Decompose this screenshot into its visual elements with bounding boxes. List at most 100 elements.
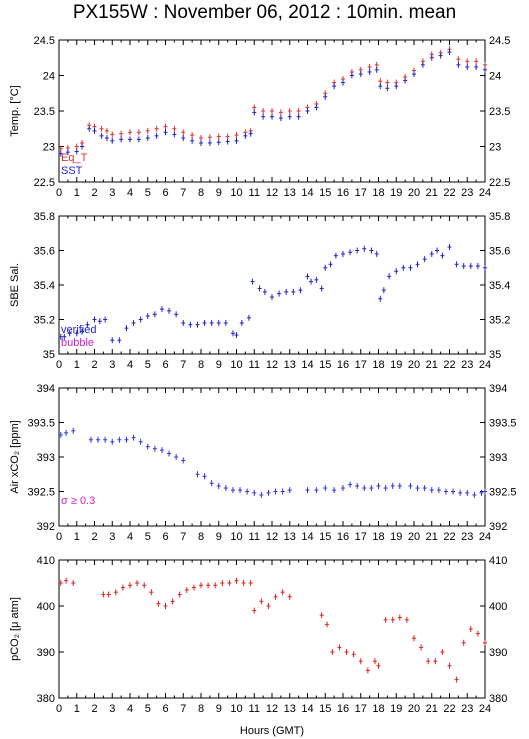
x-tick-label: 17	[355, 531, 367, 543]
x-tick-label: 15	[319, 359, 331, 371]
x-tick-label: 5	[145, 531, 151, 543]
x-tick-label: 1	[74, 703, 80, 715]
x-tick-label: 18	[372, 703, 384, 715]
x-tick-label: 17	[355, 187, 367, 199]
sigma-annotation: σ ≥ 0.3	[61, 495, 95, 507]
x-tick-label: 11	[249, 703, 260, 715]
y-tick-label-right: 24	[489, 71, 501, 83]
y-tick-label-right: 392.5	[489, 487, 517, 499]
y-tick-label: 35.4	[34, 280, 55, 292]
x-tick-label: 0	[56, 531, 62, 543]
y-tick-label-right: 23	[489, 142, 501, 154]
x-tick-label: 22	[443, 359, 455, 371]
x-tick-label: 14	[301, 359, 313, 371]
legend-entry: SST	[61, 165, 83, 177]
x-tick-label: 21	[426, 703, 438, 715]
x-tick-label: 16	[337, 531, 349, 543]
plot-frame-2	[58, 387, 486, 527]
x-tick-label: 18	[372, 531, 384, 543]
x-tick-label: 1	[74, 359, 80, 371]
legend-entry: verified	[61, 324, 96, 336]
x-tick-label: 0	[56, 703, 62, 715]
x-tick-label: 9	[216, 703, 222, 715]
y-tick-label: 24	[43, 71, 55, 83]
x-tick-label: 4	[127, 531, 133, 543]
x-tick-label: 13	[284, 531, 296, 543]
x-tick-label: 7	[180, 703, 186, 715]
x-tick-label: 5	[145, 703, 151, 715]
x-tick-label: 9	[216, 359, 222, 371]
x-tick-label: 6	[162, 187, 168, 199]
x-tick-label: 18	[372, 359, 384, 371]
x-tick-label: 16	[337, 359, 349, 371]
x-tick-label: 7	[180, 187, 186, 199]
x-tick-label: 20	[408, 531, 420, 543]
y-tick-label-right: 35	[489, 349, 501, 361]
x-tick-label: 22	[443, 703, 455, 715]
x-tick-label: 17	[355, 703, 367, 715]
x-tick-label: 20	[408, 703, 420, 715]
y-tick-label-right: 35.6	[489, 246, 510, 258]
x-tick-label: 23	[461, 703, 473, 715]
y-tick-label: 380	[37, 693, 55, 705]
x-tick-label: 2	[91, 187, 97, 199]
x-tick-label: 19	[390, 359, 402, 371]
x-tick-label: 2	[91, 703, 97, 715]
x-tick-label: 9	[216, 531, 222, 543]
x-tick-label: 10	[230, 531, 242, 543]
y-tick-label-right: 393.5	[489, 418, 517, 430]
x-tick-label: 6	[162, 359, 168, 371]
y-tick-label: 23.5	[34, 106, 55, 118]
x-tick-label: 22	[443, 531, 455, 543]
x-tick-label: 10	[230, 703, 242, 715]
y-axis-label: pCO₂ [μ atm]	[9, 597, 21, 661]
x-tick-label: 4	[127, 703, 133, 715]
x-tick-label: 16	[337, 187, 349, 199]
x-tick-label: 17	[355, 359, 367, 371]
y-tick-label: 410	[37, 555, 55, 567]
x-tick-label: 6	[162, 703, 168, 715]
x-tick-label: 7	[180, 359, 186, 371]
x-tick-label: 2	[91, 531, 97, 543]
y-tick-label: 400	[37, 601, 55, 613]
x-tick-label: 12	[266, 703, 278, 715]
y-tick-label: 23	[43, 142, 55, 154]
y-axis-label: Temp. [°C]	[9, 85, 21, 136]
y-tick-label-right: 24.5	[489, 35, 510, 47]
x-tick-label: 22	[443, 187, 455, 199]
y-tick-label: 22.5	[34, 177, 55, 189]
x-tick-label: 13	[284, 703, 296, 715]
x-tick-label: 12	[266, 187, 278, 199]
x-tick-label: 19	[390, 703, 402, 715]
x-tick-label: 20	[408, 187, 420, 199]
x-tick-label: 3	[109, 531, 115, 543]
x-tick-label: 11	[249, 187, 260, 199]
y-tick-label: 393.5	[27, 418, 55, 430]
x-axis-label: Hours (GMT)	[240, 725, 304, 737]
x-tick-label: 18	[372, 187, 384, 199]
y-tick-label-right: 392	[489, 521, 507, 533]
x-tick-label: 4	[127, 187, 133, 199]
x-tick-label: 15	[319, 187, 331, 199]
x-tick-label: 23	[461, 531, 473, 543]
x-tick-label: 11	[249, 531, 260, 543]
x-tick-label: 15	[319, 703, 331, 715]
x-tick-label: 10	[230, 187, 242, 199]
x-tick-label: 12	[266, 359, 278, 371]
y-tick-label-right: 380	[489, 693, 507, 705]
x-tick-label: 1	[74, 187, 80, 199]
legend-entry: Eq_T	[61, 152, 88, 164]
y-tick-label-right: 35.4	[489, 280, 510, 292]
x-tick-label: 1	[74, 531, 80, 543]
y-tick-label: 35.2	[34, 315, 55, 327]
y-axis-label: Air xCO₂ [ppm]	[9, 420, 21, 493]
x-tick-label: 24	[479, 187, 491, 199]
x-tick-label: 19	[390, 187, 402, 199]
x-tick-label: 13	[284, 187, 296, 199]
x-tick-label: 3	[109, 187, 115, 199]
y-tick-label-right: 35.8	[489, 211, 510, 223]
y-tick-label: 392	[37, 521, 55, 533]
x-tick-label: 9	[216, 187, 222, 199]
x-tick-label: 3	[109, 359, 115, 371]
